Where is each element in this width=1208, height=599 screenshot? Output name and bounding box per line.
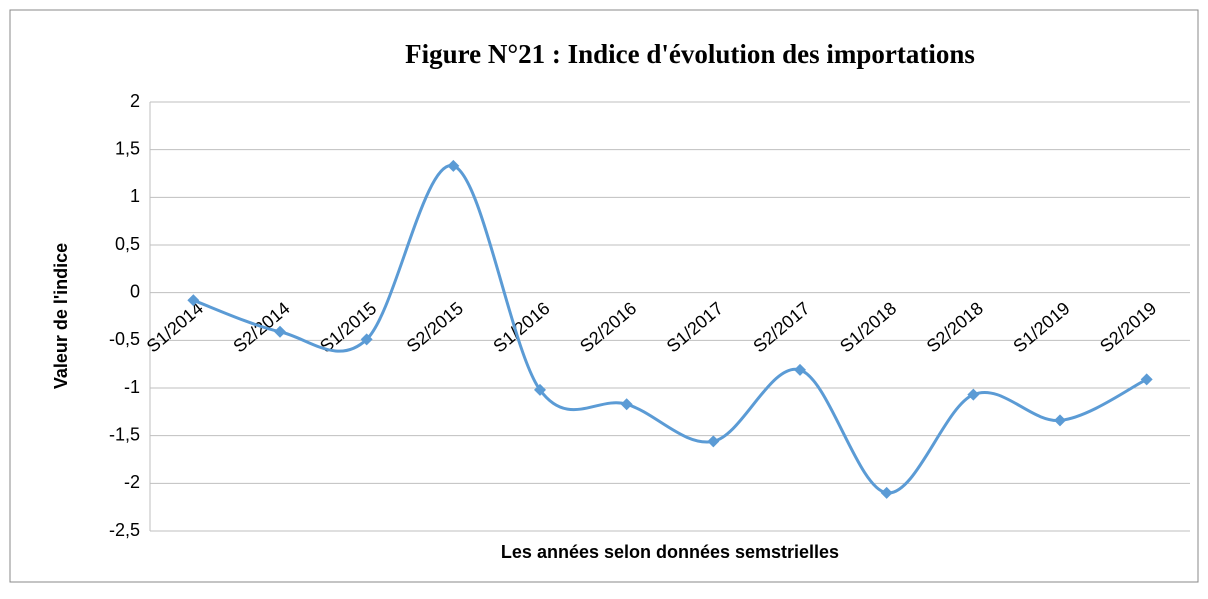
marker <box>620 398 633 411</box>
marker <box>187 294 200 307</box>
y-tick-label: -2 <box>124 472 140 492</box>
chart-title: Figure N°21 : Indice d'évolution des imp… <box>405 39 975 69</box>
y-tick-label: 0,5 <box>115 234 140 254</box>
y-tick-label: 1,5 <box>115 138 140 158</box>
y-tick-label: 0 <box>130 281 140 301</box>
chart-border <box>9 9 1199 583</box>
marker <box>794 363 806 376</box>
marker <box>967 388 980 401</box>
marker <box>274 325 286 338</box>
y-axis-title: Valeur de l'indice <box>51 243 71 389</box>
y-tick-label: 1 <box>130 186 140 206</box>
y-tick-label: -2,5 <box>109 520 140 540</box>
marker <box>534 383 546 396</box>
y-tick-label: -1,5 <box>109 424 140 444</box>
marker <box>707 435 720 448</box>
marker <box>360 333 373 346</box>
marker <box>447 159 460 172</box>
y-tick-label: -1 <box>124 377 140 397</box>
y-tick-label: -0,5 <box>109 329 140 349</box>
x-axis-title: Les années selon données semstrielles <box>501 542 839 562</box>
marker <box>1140 373 1153 386</box>
marker <box>880 486 893 499</box>
marker <box>1054 414 1066 427</box>
y-tick-label: 2 <box>130 91 140 111</box>
